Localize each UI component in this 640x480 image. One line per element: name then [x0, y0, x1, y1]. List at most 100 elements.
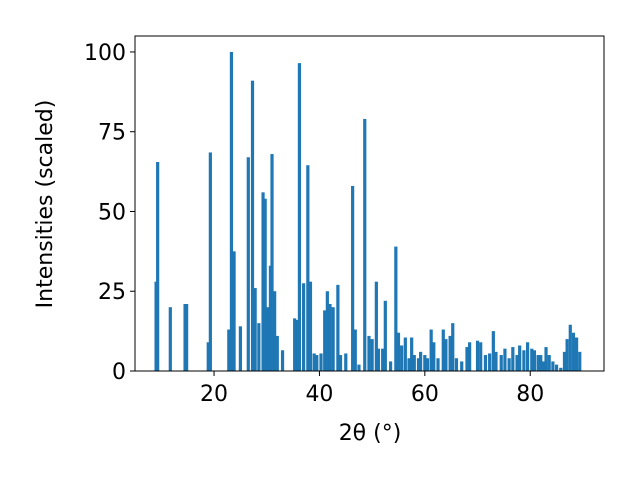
bar [306, 165, 310, 371]
bar [511, 347, 515, 371]
bar [206, 342, 210, 371]
x-axis-label: 2θ (°) [339, 421, 402, 446]
x-tick-label: 20 [200, 382, 228, 407]
bar [429, 329, 433, 371]
bar [367, 335, 371, 371]
bar [425, 358, 430, 371]
bar [168, 307, 172, 371]
bar [525, 342, 530, 371]
bar [302, 283, 306, 371]
bar [238, 326, 242, 371]
bar [544, 347, 548, 371]
bar [208, 152, 212, 371]
plot-frame [134, 35, 605, 372]
bar [554, 364, 559, 371]
bar [370, 339, 374, 371]
bar [547, 355, 551, 371]
bar [460, 361, 464, 371]
bar [562, 351, 567, 371]
bar [312, 353, 316, 371]
bar [494, 351, 498, 371]
bar [541, 361, 545, 371]
bar [507, 358, 511, 371]
bar [515, 355, 519, 371]
bar [273, 291, 277, 371]
bar [499, 355, 503, 371]
bar [246, 157, 250, 371]
bar [250, 80, 255, 372]
bar [419, 351, 423, 371]
bar [229, 51, 234, 371]
y-tick-label: 0 [112, 360, 126, 385]
bar [261, 192, 265, 371]
bar [518, 345, 522, 371]
bar [331, 307, 335, 371]
bar [436, 358, 440, 371]
bar [551, 361, 555, 371]
bar [344, 353, 348, 371]
bar [263, 198, 267, 371]
bar [416, 358, 421, 371]
bar [328, 304, 332, 371]
bar [357, 364, 361, 371]
bar [295, 319, 299, 371]
bar [454, 358, 459, 371]
bar [376, 348, 381, 371]
bar [323, 310, 327, 371]
bar [444, 339, 448, 371]
bar [522, 350, 526, 371]
y-tick-label: 50 [98, 200, 126, 225]
bar [156, 162, 160, 371]
bar [319, 353, 323, 371]
bar [185, 304, 189, 371]
bar [363, 118, 367, 371]
bar [423, 355, 427, 371]
bar [407, 358, 411, 371]
bar [336, 284, 340, 371]
bar [388, 361, 393, 371]
bar [410, 337, 414, 371]
bar [475, 340, 480, 371]
bar [383, 300, 387, 371]
bar [539, 355, 543, 371]
bar [412, 355, 416, 371]
bar [400, 345, 404, 371]
bar [381, 348, 385, 371]
x-tick-label: 40 [305, 382, 333, 407]
x-tick-label: 60 [411, 382, 439, 407]
bar [536, 355, 540, 371]
bar [374, 281, 378, 371]
bar [568, 324, 572, 371]
bar [468, 342, 472, 371]
bar [465, 347, 469, 371]
bar [441, 329, 445, 371]
bar [578, 351, 582, 371]
bar [315, 355, 319, 371]
bar [257, 323, 261, 371]
bar [432, 342, 436, 371]
bar [483, 355, 488, 371]
bar [266, 307, 270, 371]
bar [338, 355, 343, 371]
bar [574, 337, 579, 371]
bar [491, 331, 495, 371]
y-tick-label: 75 [98, 121, 126, 146]
bar [293, 318, 297, 371]
y-tick-label: 25 [98, 280, 126, 305]
bar [565, 339, 569, 371]
y-tick-label: 100 [84, 41, 126, 66]
bar [227, 329, 231, 371]
bar [275, 335, 279, 371]
bar [559, 367, 563, 371]
bar [394, 246, 398, 371]
bar [530, 348, 534, 371]
bar [325, 291, 329, 371]
bar [353, 329, 357, 371]
bar [503, 348, 507, 371]
bar [479, 342, 483, 371]
bar [270, 154, 274, 371]
bar [451, 323, 455, 371]
bar [280, 350, 285, 371]
bar [448, 335, 452, 371]
bar [351, 185, 355, 371]
